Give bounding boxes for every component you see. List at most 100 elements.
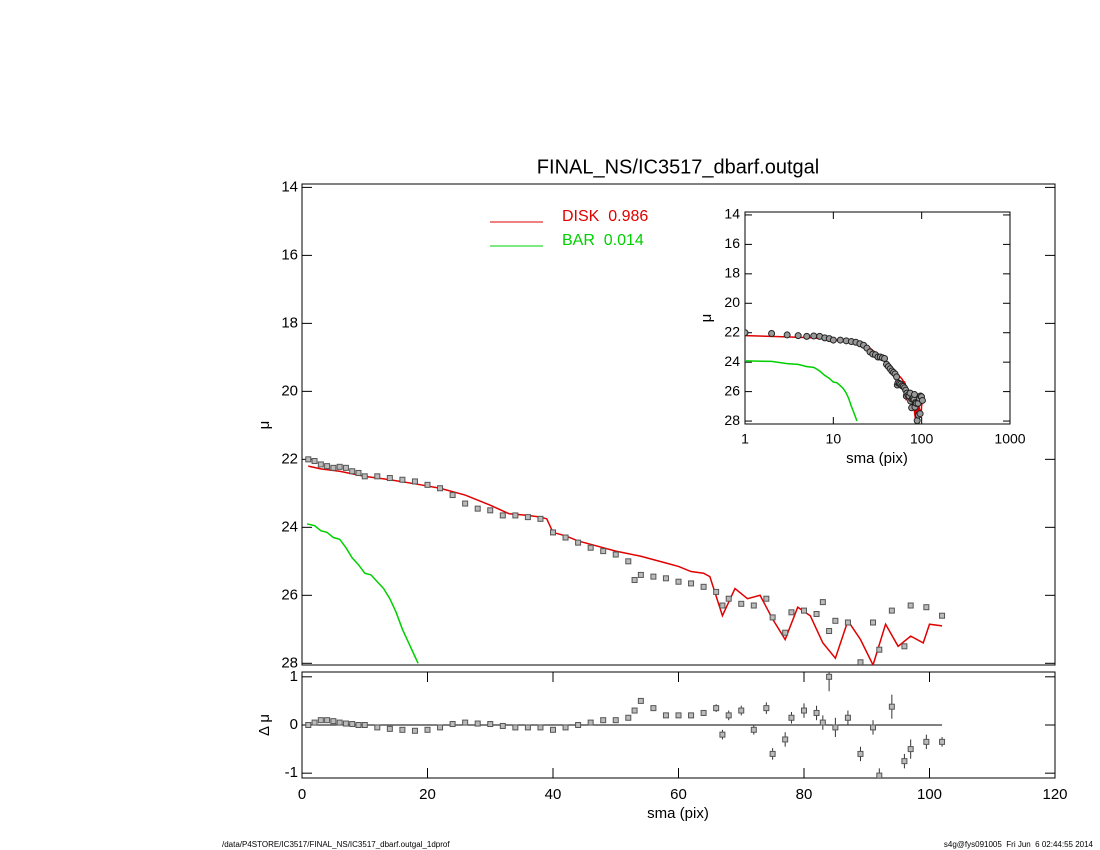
residual-point: [801, 707, 807, 714]
residual-point: [324, 717, 331, 724]
residual-point: [832, 724, 839, 731]
residual-point: [537, 724, 544, 731]
inset-point: [881, 354, 889, 362]
inset-point: [916, 410, 924, 418]
residual-point: [870, 724, 877, 731]
data-point: [342, 464, 349, 471]
residual-point: [713, 705, 720, 712]
data-point: [738, 600, 745, 607]
data-point: [524, 514, 531, 521]
residual-point: [939, 738, 946, 745]
y-tick-label: 1: [290, 668, 298, 685]
data-point: [411, 478, 418, 485]
data-point: [474, 505, 481, 512]
residual-point: [782, 736, 789, 743]
residual-point: [637, 697, 644, 704]
y-tick-label: -1: [285, 764, 298, 781]
inset-point: [783, 331, 791, 339]
data-point: [317, 461, 324, 468]
data-point: [587, 544, 594, 551]
data-point: [386, 475, 393, 482]
data-point: [512, 512, 519, 519]
data-point: [487, 507, 494, 514]
data-point: [537, 515, 544, 522]
inset-point: [893, 373, 901, 381]
data-point: [907, 602, 914, 609]
data-point: [782, 629, 789, 636]
residual-point: [305, 722, 312, 728]
data-point: [355, 469, 362, 476]
y-tick-label: 24: [724, 353, 740, 369]
inset-point: [836, 336, 844, 344]
data-point: [832, 617, 839, 624]
residual-point: [449, 721, 456, 728]
y-tick-label: 20: [724, 294, 740, 310]
residual-y-label: Δ μ: [256, 714, 273, 736]
data-point: [449, 492, 456, 499]
residual-point: [524, 724, 531, 731]
plot-area: [305, 672, 946, 778]
inset-x-label: sma (pix): [846, 450, 908, 467]
data-point: [688, 580, 695, 587]
residual-point: [750, 726, 757, 733]
x-tick-label: 120: [1042, 786, 1067, 803]
data-point: [719, 602, 726, 609]
model-line: [745, 360, 858, 422]
residual-point: [907, 746, 914, 753]
data-point: [650, 573, 657, 580]
residual-point: [487, 721, 494, 728]
data-point: [349, 468, 356, 475]
residual-point: [399, 726, 406, 733]
residual-point: [411, 727, 418, 734]
y-tick-label: 28: [724, 412, 740, 428]
residual-point: [819, 719, 826, 726]
residual-point: [374, 724, 381, 731]
residual-point: [675, 712, 682, 719]
residual-point: [587, 719, 594, 726]
x-tick-label: 0: [298, 786, 306, 803]
data-point: [437, 485, 444, 492]
inset-point: [829, 336, 837, 344]
residual-point: [769, 750, 776, 757]
residual-point: [499, 722, 506, 729]
data-point: [374, 473, 381, 480]
data-point: [939, 612, 946, 619]
data-point: [700, 583, 707, 590]
residual-point: [700, 709, 707, 716]
y-tick-label: 20: [281, 382, 298, 399]
y-tick-label: 26: [281, 586, 298, 603]
x-tick-label: 1: [741, 431, 749, 447]
y-tick-label: 0: [290, 716, 298, 733]
residual-point: [813, 709, 820, 716]
inset-point: [768, 329, 776, 337]
data-point: [769, 614, 776, 621]
x-tick-label: 1000: [994, 431, 1025, 447]
y-tick-label: 16: [724, 235, 740, 251]
residual-point: [550, 726, 556, 733]
data-point: [813, 611, 820, 618]
residual-point: [662, 712, 669, 719]
data-point: [901, 643, 908, 650]
residual-point: [336, 719, 343, 726]
legend-label: DISK 0.986: [562, 208, 648, 225]
data-point: [462, 500, 469, 507]
data-point: [424, 481, 431, 488]
inset-y-label: μ: [698, 314, 715, 323]
inset-point: [810, 332, 818, 340]
data-point: [330, 464, 337, 471]
model-line: [306, 523, 419, 664]
residual-point: [857, 750, 864, 757]
y-tick-label: 22: [724, 323, 740, 339]
plot-area: [305, 456, 946, 665]
y-tick-label: 16: [281, 246, 298, 263]
residual-point: [575, 722, 582, 728]
x-tick-label: 40: [545, 786, 562, 803]
residual-point: [876, 772, 883, 778]
data-point: [575, 539, 582, 546]
residual-point: [342, 720, 349, 727]
footer-right: s4g@fys091005 Fri Jun 6 02:44:55 2014: [944, 840, 1094, 849]
residual-point: [562, 724, 569, 731]
footer-left: /data/P4STORE/IC3517/FINAL_NS/IC3517_dba…: [222, 840, 450, 849]
residual-point: [311, 719, 318, 726]
residual-point: [719, 731, 726, 738]
